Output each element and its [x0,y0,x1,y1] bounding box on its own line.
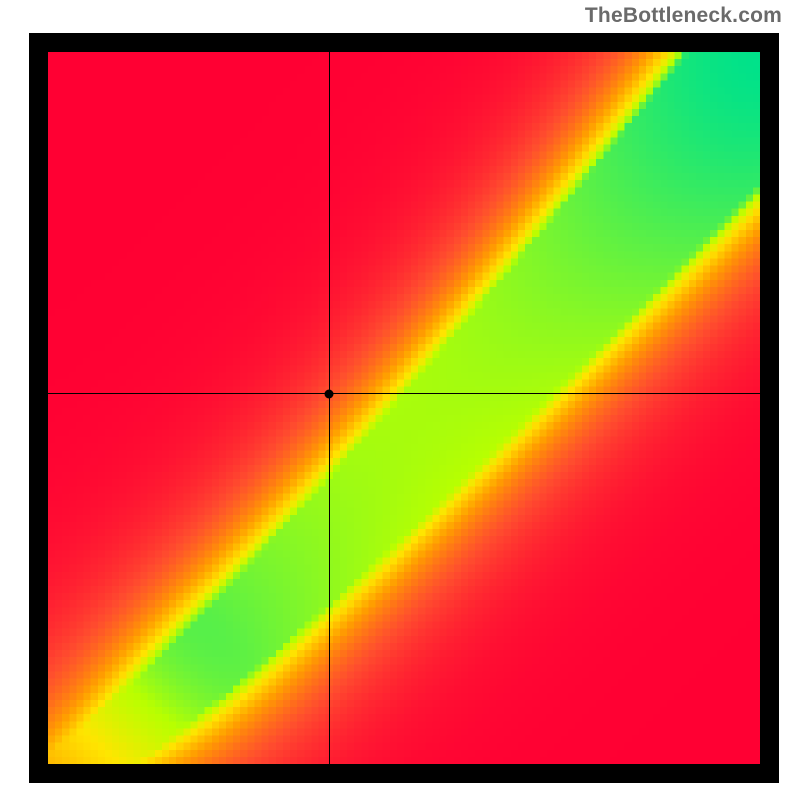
chart-container: TheBottleneck.com [0,0,800,800]
crosshair-vertical [329,52,330,764]
heatmap-plot [48,52,760,764]
frame-left [29,33,48,783]
frame-bottom [29,764,779,783]
watermark-text: TheBottleneck.com [585,4,782,28]
crosshair-horizontal [48,393,760,394]
frame-top [29,33,779,52]
crosshair-marker [325,389,334,398]
frame-right [760,33,779,783]
heatmap-canvas [48,52,760,764]
